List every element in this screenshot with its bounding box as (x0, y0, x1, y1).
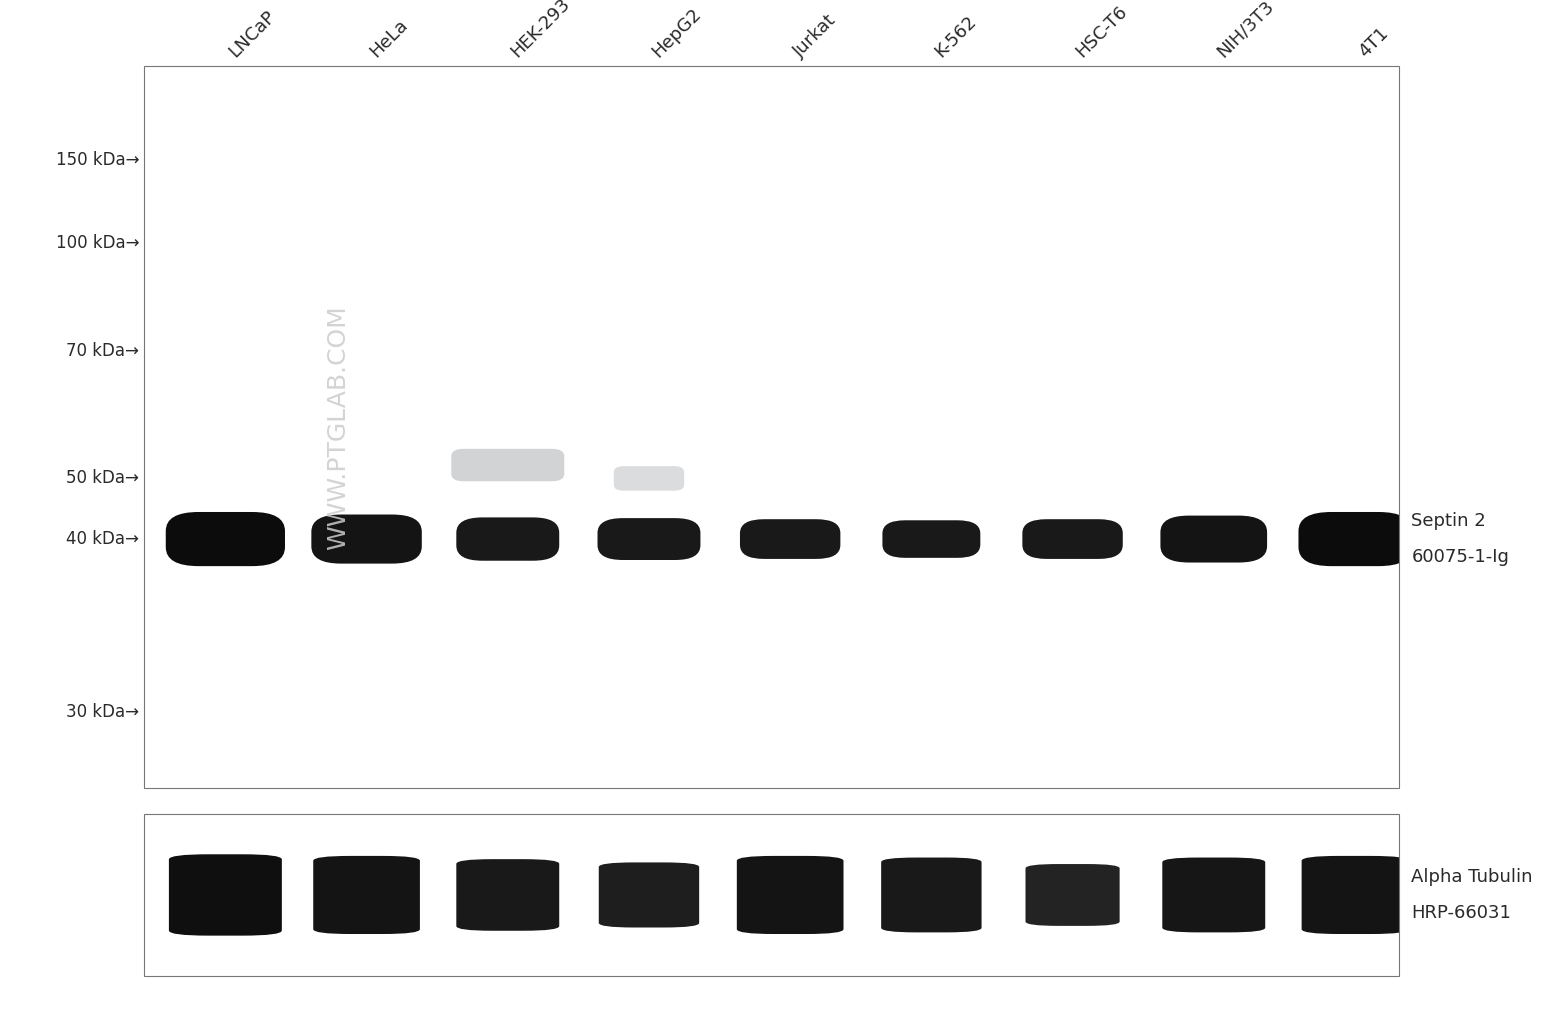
Text: Alpha Tubulin: Alpha Tubulin (1411, 868, 1533, 886)
FancyBboxPatch shape (1022, 520, 1122, 559)
FancyBboxPatch shape (456, 859, 560, 931)
Text: NIH/3T3: NIH/3T3 (1214, 0, 1279, 61)
FancyBboxPatch shape (166, 512, 284, 566)
Text: HRP-66031: HRP-66031 (1411, 904, 1511, 922)
FancyBboxPatch shape (1302, 856, 1408, 934)
FancyBboxPatch shape (311, 515, 422, 563)
Text: K-562: K-562 (932, 12, 980, 61)
FancyBboxPatch shape (456, 518, 560, 560)
FancyBboxPatch shape (1025, 864, 1119, 925)
FancyBboxPatch shape (883, 521, 980, 558)
FancyBboxPatch shape (313, 856, 420, 934)
FancyBboxPatch shape (882, 857, 982, 933)
Text: Jurkat: Jurkat (791, 11, 839, 61)
Text: 4T1: 4T1 (1355, 24, 1391, 61)
Text: Septin 2: Septin 2 (1411, 512, 1486, 530)
Text: 50 kDa→: 50 kDa→ (66, 469, 139, 487)
Text: HepG2: HepG2 (649, 5, 705, 61)
Text: 40 kDa→: 40 kDa→ (66, 530, 139, 548)
Text: HEK-293: HEK-293 (508, 0, 574, 61)
Text: LNCaP: LNCaP (225, 7, 280, 61)
Text: 70 kDa→: 70 kDa→ (66, 343, 139, 360)
FancyBboxPatch shape (614, 466, 685, 490)
Text: HeLa: HeLa (367, 16, 411, 61)
Text: 150 kDa→: 150 kDa→ (56, 151, 139, 169)
FancyBboxPatch shape (1163, 857, 1264, 933)
FancyBboxPatch shape (1299, 512, 1411, 566)
FancyBboxPatch shape (169, 854, 281, 936)
Text: 60075-1-Ig: 60075-1-Ig (1411, 548, 1510, 566)
FancyBboxPatch shape (452, 448, 564, 481)
FancyBboxPatch shape (597, 518, 700, 560)
Text: HSC-T6: HSC-T6 (1072, 2, 1132, 61)
FancyBboxPatch shape (739, 520, 841, 559)
FancyBboxPatch shape (1160, 516, 1268, 562)
Text: WWW.PTGLAB.COM: WWW.PTGLAB.COM (327, 305, 350, 549)
Text: 30 kDa→: 30 kDa→ (66, 704, 139, 721)
FancyBboxPatch shape (599, 862, 699, 928)
Text: 100 kDa→: 100 kDa→ (56, 234, 139, 252)
FancyBboxPatch shape (736, 856, 844, 934)
